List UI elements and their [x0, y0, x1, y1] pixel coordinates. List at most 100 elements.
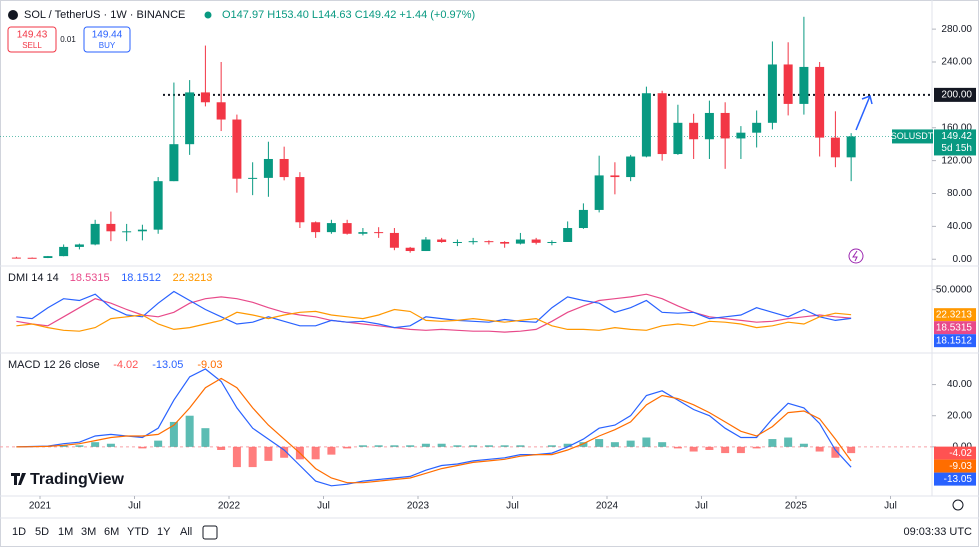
histogram-bar — [799, 443, 808, 447]
candle-body — [437, 239, 447, 242]
value-tag — [934, 459, 976, 473]
period-button[interactable]: YTD — [127, 526, 149, 538]
histogram-bar — [595, 439, 604, 447]
candle-body — [594, 175, 604, 210]
histogram-bar — [138, 446, 147, 449]
value-tag-label: 18.5315 — [936, 322, 973, 333]
logo-text: TradingView — [30, 471, 125, 488]
y-tick-label: 50.0000 — [936, 284, 973, 295]
status-dot — [204, 11, 212, 19]
period-button[interactable]: All — [180, 526, 192, 538]
candle-body — [563, 228, 573, 242]
period-button[interactable]: 3M — [81, 526, 96, 538]
indicator-line — [16, 290, 852, 329]
buy-label[interactable]: BUY — [99, 41, 116, 50]
histogram-bar — [358, 445, 367, 447]
histogram-bar — [516, 445, 525, 447]
histogram-bar — [784, 437, 793, 447]
histogram-bar — [847, 446, 856, 454]
settings-icon[interactable] — [952, 499, 964, 511]
candle-body — [342, 223, 352, 234]
period-button[interactable]: 1M — [58, 526, 73, 538]
period-button[interactable]: 6M — [104, 526, 119, 538]
candle-body — [263, 158, 273, 178]
indicator-line — [16, 368, 852, 487]
buy-button[interactable] — [83, 26, 131, 53]
histogram-bar — [343, 446, 352, 449]
period-button[interactable]: 5D — [35, 526, 49, 538]
candle-body — [27, 257, 37, 259]
symbol-logo — [8, 10, 18, 20]
chart-title: SOL / TetherUS · 1W · BINANCE — [24, 9, 185, 21]
sell-label[interactable]: SELL — [22, 41, 42, 50]
event-icon-bolt — [852, 250, 858, 262]
y-tick-label: 160.00 — [941, 122, 972, 133]
histogram-bar — [547, 445, 556, 447]
indicator-line — [16, 308, 852, 332]
histogram-bar — [610, 442, 619, 447]
sell-price[interactable]: 149.43 — [17, 30, 48, 41]
candle-body — [500, 241, 510, 244]
period-button[interactable]: 1D — [12, 526, 26, 538]
histogram-bar — [154, 440, 163, 447]
candle-body — [452, 241, 462, 243]
histogram-bar — [59, 445, 68, 447]
histogram-bar — [453, 445, 462, 447]
x-tick-label: 2024 — [596, 501, 619, 512]
histogram-bar — [106, 443, 115, 447]
candle-body — [531, 239, 541, 243]
x-tick-label: Jul — [695, 501, 708, 512]
candle-body — [11, 257, 21, 259]
value-tag — [934, 472, 976, 486]
calendar-icon[interactable] — [202, 525, 218, 540]
candle-body — [468, 241, 478, 243]
event-icon[interactable] — [848, 248, 864, 264]
histogram-bar — [406, 445, 415, 447]
candle-body — [74, 244, 84, 247]
candle-body — [515, 239, 525, 244]
histogram-bar — [768, 439, 777, 447]
histogram-bar — [815, 446, 824, 452]
candle-body — [200, 92, 210, 103]
histogram-bar — [752, 446, 761, 449]
histogram-bar — [484, 445, 493, 447]
candle-body — [720, 112, 730, 139]
histogram-bar — [831, 446, 840, 458]
clock: 09:03:33 UTC — [904, 526, 973, 538]
candle-body — [122, 231, 132, 233]
candle-body — [216, 102, 226, 120]
histogram-bar — [201, 428, 210, 447]
value-tag — [934, 321, 976, 335]
histogram-bar — [626, 440, 635, 447]
x-tick-label: Jul — [128, 501, 141, 512]
histogram-bar — [563, 443, 572, 447]
period-button[interactable]: 1Y — [157, 526, 171, 538]
y-tick-label: 80.00 — [947, 188, 972, 199]
last-price-symbol-tag — [892, 129, 933, 144]
value-tag — [934, 308, 976, 322]
candle-body — [783, 64, 793, 104]
last-price-symbol: SOLUSDT — [891, 131, 934, 141]
last-price-value: 149.42 — [941, 131, 972, 142]
candle-body — [657, 93, 667, 155]
candle-body — [326, 223, 336, 233]
histogram-bar — [217, 446, 226, 450]
indicator-line — [16, 293, 852, 333]
value-tag-label: -13.05 — [944, 474, 973, 485]
histogram-bar — [185, 415, 194, 447]
buy-price[interactable]: 149.44 — [92, 30, 123, 41]
histogram-bar — [658, 442, 667, 447]
candle-body — [815, 66, 825, 138]
x-tick-label: Jul — [317, 501, 330, 512]
histogram-bar — [327, 446, 336, 455]
x-tick-label: 2021 — [29, 501, 52, 512]
histogram-bar — [91, 442, 100, 447]
level-tag-label: 200.00 — [941, 90, 972, 101]
sell-button[interactable] — [7, 26, 57, 53]
candle-body — [547, 241, 557, 243]
value-tag — [934, 334, 976, 348]
histogram-bar — [579, 442, 588, 447]
arrow-annotation — [855, 95, 873, 131]
